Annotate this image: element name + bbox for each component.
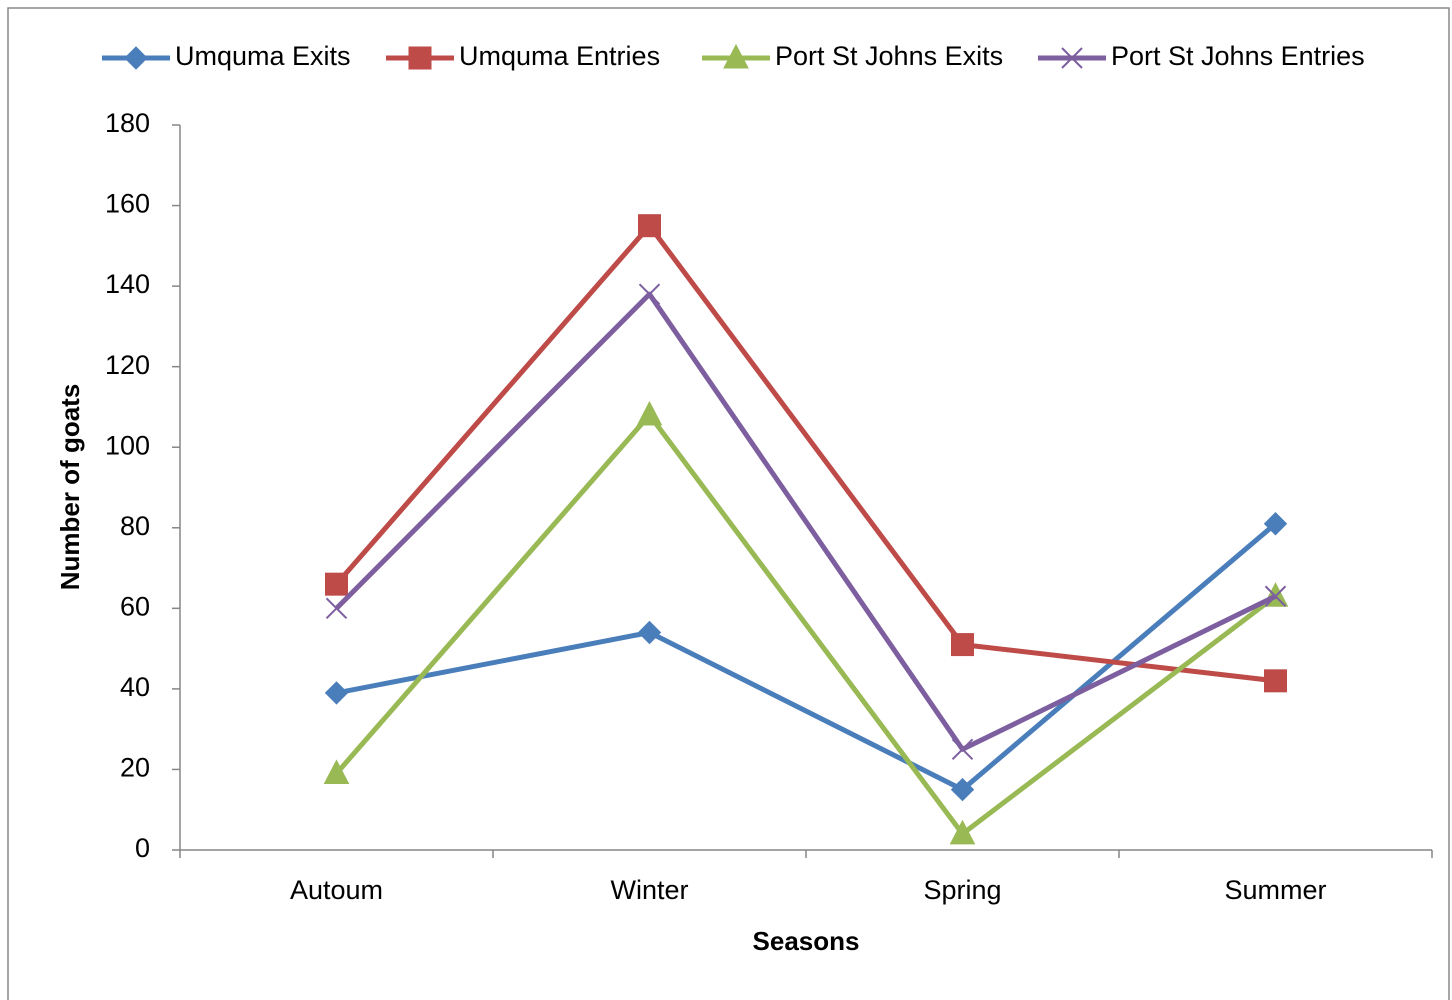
y-tick-label: 20 [120,753,150,783]
legend-marker [124,46,148,70]
y-tick-label: 40 [120,672,150,702]
marker [1264,669,1287,693]
marker [325,597,348,620]
legend-label: Port St Johns Exits [775,41,1003,71]
y-tick-label: 60 [120,591,150,621]
y-tick-label: 140 [105,269,150,299]
series-line [334,291,1277,752]
y-tick-label: 100 [105,430,150,460]
legend-label: Umquma Entries [459,41,660,71]
y-tick-label: 160 [105,189,150,219]
marker [325,572,348,596]
y-tick-label: 120 [105,350,150,380]
marker [323,759,350,784]
marker [950,777,975,802]
marker [638,283,661,305]
series-line [334,412,1278,837]
x-axis-title: Seasons [753,926,860,956]
series-line [336,521,1278,793]
marker [949,819,976,845]
marker [638,214,661,238]
chart-border [7,7,1450,1000]
x-tick-label: Autoum [290,875,383,905]
marker [637,620,662,645]
legend-label: Umquma Exits [175,41,351,71]
marker [1264,585,1287,607]
legend-marker [408,46,432,70]
legend-marker [1061,47,1083,69]
legend-marker [723,43,749,69]
y-tick-label: 0 [135,833,150,863]
marker [1263,512,1288,536]
x-tick-label: Summer [1224,875,1326,905]
x-tick-label: Winter [610,875,688,905]
marker [951,633,974,657]
marker [636,400,663,426]
legend-label: Port St Johns Entries [1111,41,1365,71]
marker [951,738,974,761]
y-tick-label: 80 [120,511,150,541]
marker [324,681,349,705]
y-axis-title: Number of goats [55,384,85,591]
y-tick-label: 180 [105,108,150,138]
x-tick-label: Spring [923,875,1001,905]
series-line [334,223,1276,684]
